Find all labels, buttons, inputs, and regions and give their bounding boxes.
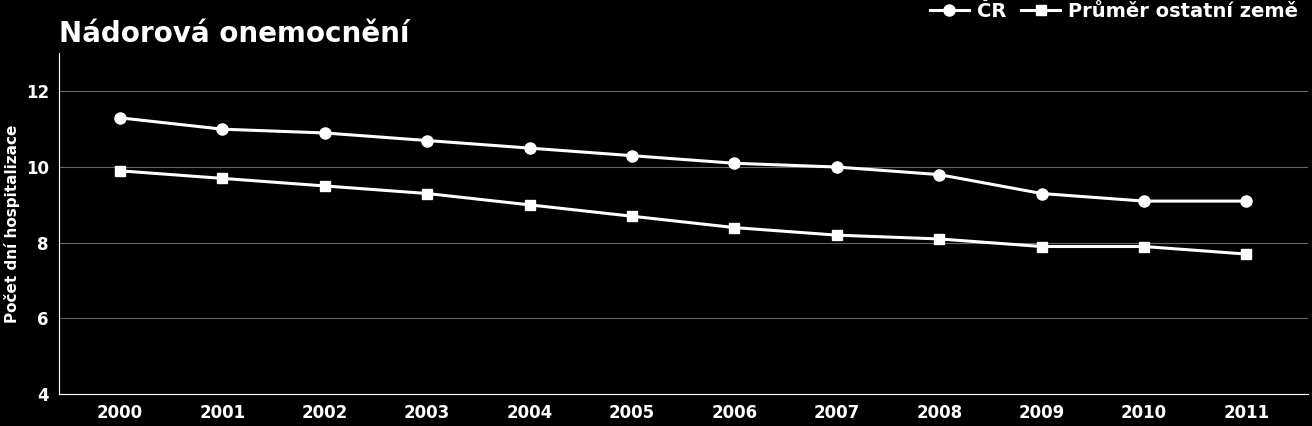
Line: ČR: ČR [114, 112, 1252, 207]
ČR [1239, 199, 1254, 204]
ČR [522, 146, 538, 151]
ČR [420, 138, 436, 143]
ČR [112, 115, 127, 121]
ČR [1136, 199, 1152, 204]
Line: Průměr ostatní země: Průměr ostatní země [115, 166, 1252, 259]
Průměr ostatní země [215, 176, 231, 181]
Průměr ostatní země [112, 168, 127, 173]
ČR [829, 164, 845, 170]
ČR [727, 161, 743, 166]
Průměr ostatní země [1034, 244, 1050, 249]
ČR [625, 153, 640, 158]
ČR [215, 127, 231, 132]
Průměr ostatní země [522, 202, 538, 207]
ČR [932, 172, 947, 177]
Průměr ostatní země [1239, 251, 1254, 256]
Průměr ostatní země [318, 184, 333, 189]
ČR [318, 130, 333, 135]
Průměr ostatní země [420, 191, 436, 196]
ČR [1034, 191, 1050, 196]
Průměr ostatní země [1136, 244, 1152, 249]
Průměr ostatní země [932, 236, 947, 242]
Průměr ostatní země [727, 225, 743, 230]
Průměr ostatní země [625, 214, 640, 219]
Text: Nádorová onemocnění: Nádorová onemocnění [59, 20, 409, 49]
Průměr ostatní země [829, 233, 845, 238]
Y-axis label: Počet dní hospitalizace: Počet dní hospitalizace [4, 125, 20, 323]
Legend: ČR, Průměr ostatní země: ČR, Průměr ostatní země [930, 2, 1298, 21]
